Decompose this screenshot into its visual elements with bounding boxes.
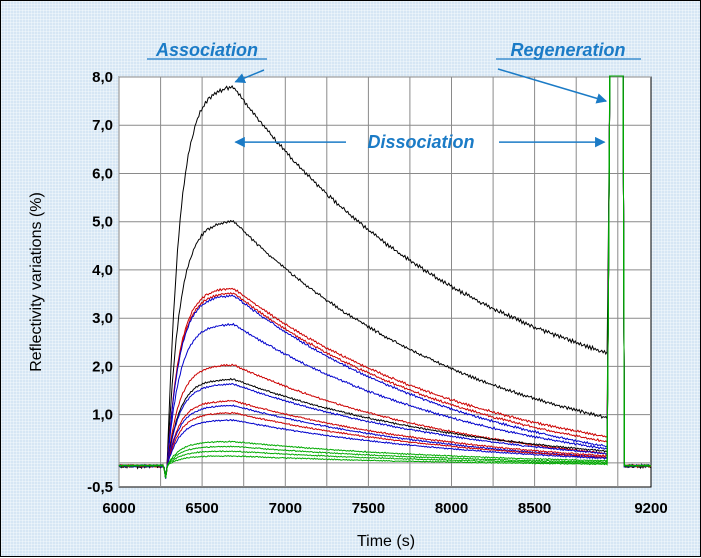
y-tick-label: 4,0 [92,262,113,279]
annotations: Association Dissociation Regeneration [147,40,641,152]
dissociation-label: Dissociation [367,132,474,152]
x-tick-label: 8000 [435,500,468,517]
series-line [118,75,652,478]
series-curves [118,75,652,479]
series-line [118,75,652,478]
series-line [118,75,652,478]
series-line [118,75,652,478]
series-line [118,75,652,479]
series-line [118,75,652,478]
x-tick-label: 6500 [185,500,218,517]
series-line [118,75,652,478]
y-axis-label: Reflectivity variations (%) [28,192,45,372]
series-line [118,75,652,478]
series-line [118,75,652,479]
association-arrow [234,69,265,84]
series-line [118,75,652,479]
y-tick-label: 3,0 [92,310,113,327]
tick-labels: 6000 6500 7000 7500 8000 8500 9200 8,0 7,0 6,0 5,0… [87,69,668,517]
y-tick-label: 1,0 [92,407,113,424]
x-tick-label: 9200 [634,500,667,517]
series-line [118,75,652,479]
grid-lines [118,76,651,487]
series-line [118,75,652,478]
series-line [118,75,652,479]
x-tick-label: 8500 [518,500,551,517]
y-tick-label: 8,0 [92,69,113,86]
regeneration-label: Regeneration [510,40,625,60]
association-label: Association [155,40,258,60]
y-tick-label: 6,0 [92,166,113,183]
series-line [118,75,652,479]
x-tick-label: 7000 [269,500,302,517]
y-tick-label: -0,5 [87,479,113,496]
y-tick-label: 2,0 [92,358,113,375]
y-tick-label: 5,0 [92,214,113,231]
regeneration-arrow [497,68,608,104]
x-tick-label: 6000 [102,500,135,517]
x-axis-label: Time (s) [357,533,415,550]
series-line [118,75,652,479]
series-line [118,75,652,478]
y-tick-label: 7,0 [92,117,113,134]
plot-area [118,76,652,488]
series-line [118,75,652,479]
x-tick-label: 7500 [352,500,385,517]
